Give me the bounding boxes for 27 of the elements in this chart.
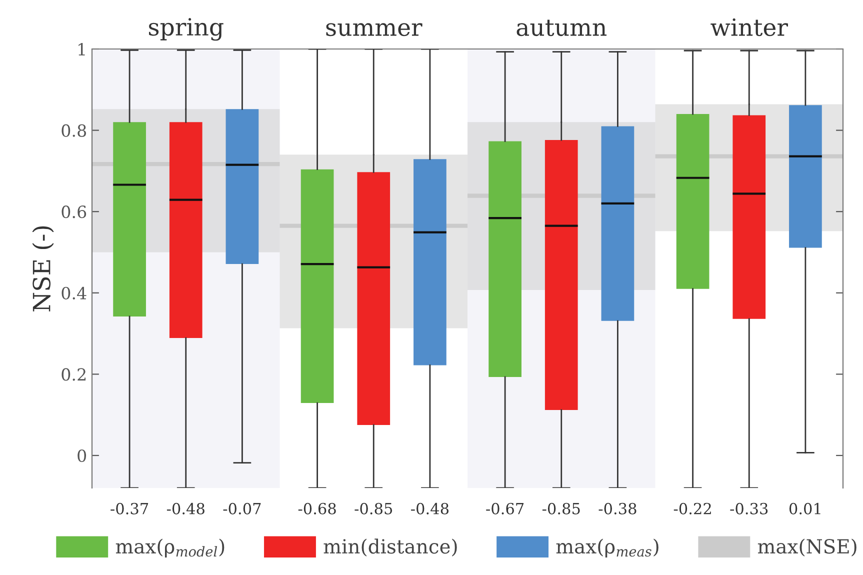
y-tick-label: 0.6 [62,206,86,218]
text: 0.01 [789,502,820,514]
legend-label: max(ρ$_{meas}$) [556,538,658,558]
x-tick-label: summer [326,23,422,36]
x-tick-label: winter [710,18,788,36]
x-tick-label: autumn [516,20,607,36]
text: -0.68 [298,502,336,514]
legend-label: min(distance) [324,538,457,556]
text: -0.33 [730,502,768,514]
legend-label: max(NSE) [758,538,856,556]
y-tick-label: 0.4 [62,286,86,300]
legend-label: max(ρ$_{model}$) [116,538,224,558]
text: -0.48 [411,502,449,514]
text: -0.48 [166,502,204,514]
text: -0.38 [598,502,636,514]
text: -0.07 [223,502,261,514]
y-tick-label: 0.2 [62,368,86,381]
y-tick-label: 0 [78,449,86,462]
text: -0.85 [354,502,392,514]
text: -0.85 [542,502,580,514]
y-axis-title: NSE (-) [32,226,54,312]
y-tick-label: 0.8 [62,124,86,137]
x-tick-label: spring [149,18,224,41]
text: -0.22 [674,502,711,514]
text: -0.37 [110,502,148,514]
text: -0.67 [486,502,524,514]
y-tick-label: 1 [78,42,85,56]
